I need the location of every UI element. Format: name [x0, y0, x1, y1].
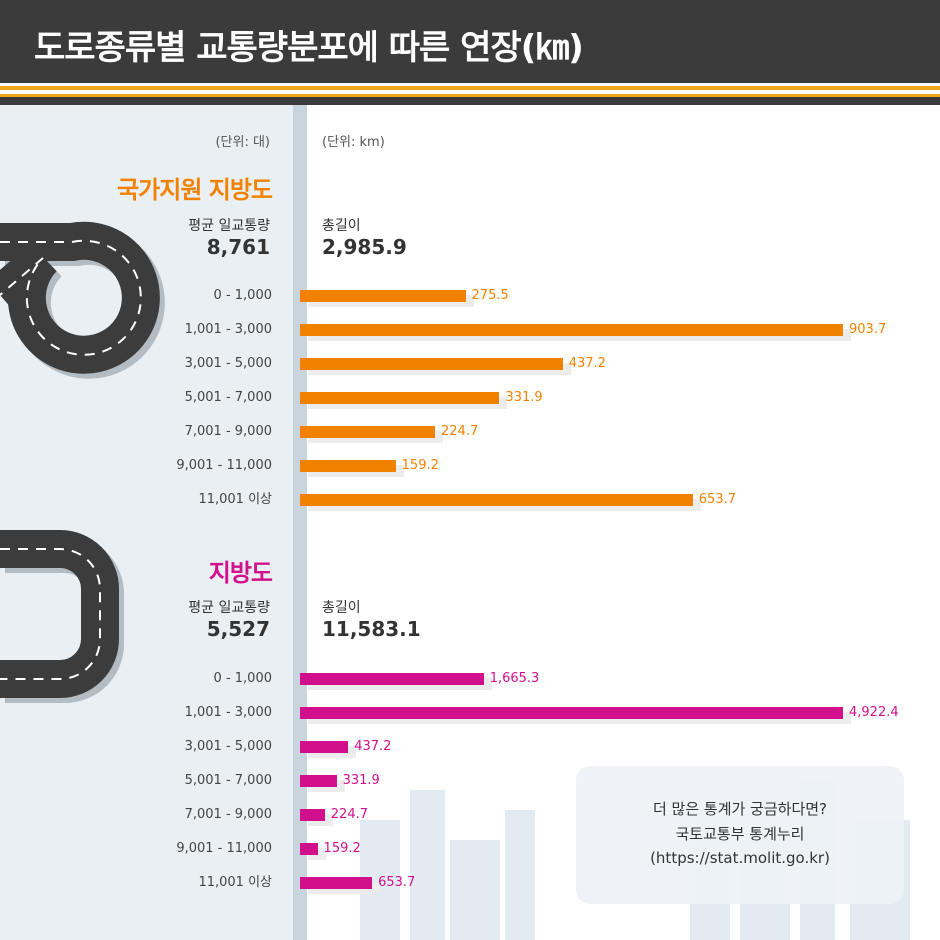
bar-value-label: 224.7: [330, 807, 368, 822]
header-bar: 도로종류별 교통량분포에 따른 연장(㎞): [0, 0, 940, 83]
bar-value-label: 1,665.3: [489, 671, 540, 686]
avg-traffic-label: 평균 일교통량: [188, 218, 270, 234]
road-top-icon: [0, 221, 165, 379]
bar-value-label: 275.5: [471, 288, 509, 303]
bar-value-label: 159.2: [323, 841, 361, 856]
category-label: 9,001 - 11,000: [176, 458, 272, 473]
total-length-value: 11,583.1: [322, 617, 421, 641]
category-label: 7,001 - 9,000: [184, 424, 272, 439]
category-label: 5,001 - 7,000: [184, 773, 272, 788]
page-title: 도로종류별 교통량분포에 따른 연장(㎞): [34, 28, 584, 68]
bar: [300, 358, 563, 370]
category-label: 1,001 - 3,000: [184, 322, 272, 337]
category-label: 3,001 - 5,000: [184, 356, 272, 371]
bar: [300, 460, 396, 472]
bar-value-label: 903.7: [849, 322, 887, 337]
info-source-name: 국토교통부 통계누리: [675, 825, 805, 843]
header-stripe: [0, 94, 940, 97]
bar-value-label: 437.2: [568, 356, 606, 371]
section-title-local: 지방도: [208, 559, 273, 587]
avg-traffic-value: 5,527: [206, 617, 270, 641]
bar: [300, 426, 435, 438]
category-label: 9,001 - 11,000: [176, 841, 272, 856]
bar-value-label: 653.7: [698, 492, 736, 507]
bar-value-label: 331.9: [342, 773, 380, 788]
bar-value-label: 437.2: [354, 739, 392, 754]
category-label: 0 - 1,000: [213, 671, 272, 686]
info-source-url[interactable]: (https://stat.molit.go.kr): [650, 849, 830, 867]
bar: [300, 290, 466, 302]
bar: [300, 775, 337, 787]
category-label: 1,001 - 3,000: [184, 705, 272, 720]
road-bottom-icon: [0, 530, 124, 703]
bar-value-label: 159.2: [401, 458, 439, 473]
header-stripe: [0, 86, 940, 90]
total-length-label: 총길이: [322, 218, 361, 234]
bar-value-label: 4,922.4: [849, 705, 899, 720]
center-divider: [293, 105, 307, 940]
category-label: 0 - 1,000: [213, 288, 272, 303]
bar: [300, 324, 843, 336]
category-label: 11,001 이상: [198, 492, 272, 507]
road-illustration: [0, 221, 165, 703]
bar: [300, 877, 373, 889]
category-label: 3,001 - 5,000: [184, 739, 272, 754]
category-label: 11,001 이상: [198, 875, 272, 890]
section-title-national: 국가지원 지방도: [117, 176, 273, 204]
bar: [300, 673, 484, 685]
bar: [300, 707, 843, 719]
category-label: 5,001 - 7,000: [184, 390, 272, 405]
unit-label-right: (단위: km): [322, 135, 385, 150]
bar-value-label: 331.9: [505, 390, 543, 405]
info-question: 더 많은 통계가 궁금하다면?: [652, 800, 828, 818]
bar: [300, 494, 693, 506]
bar: [300, 809, 325, 821]
total-length-label: 총길이: [322, 600, 361, 616]
unit-label-left: (단위: 대): [215, 135, 270, 150]
category-label: 7,001 - 9,000: [184, 807, 272, 822]
bar: [300, 741, 349, 753]
info-box: 더 많은 통계가 궁금하다면? 국토교통부 통계누리 (https://stat…: [576, 766, 904, 904]
bar: [300, 843, 318, 855]
header-band: [0, 97, 940, 105]
bar: [300, 392, 500, 404]
bar-value-label: 653.7: [378, 875, 416, 890]
total-length-value: 2,985.9: [322, 235, 407, 259]
avg-traffic-value: 8,761: [206, 235, 270, 259]
avg-traffic-label: 평균 일교통량: [188, 600, 270, 616]
bar-value-label: 224.7: [441, 424, 479, 439]
